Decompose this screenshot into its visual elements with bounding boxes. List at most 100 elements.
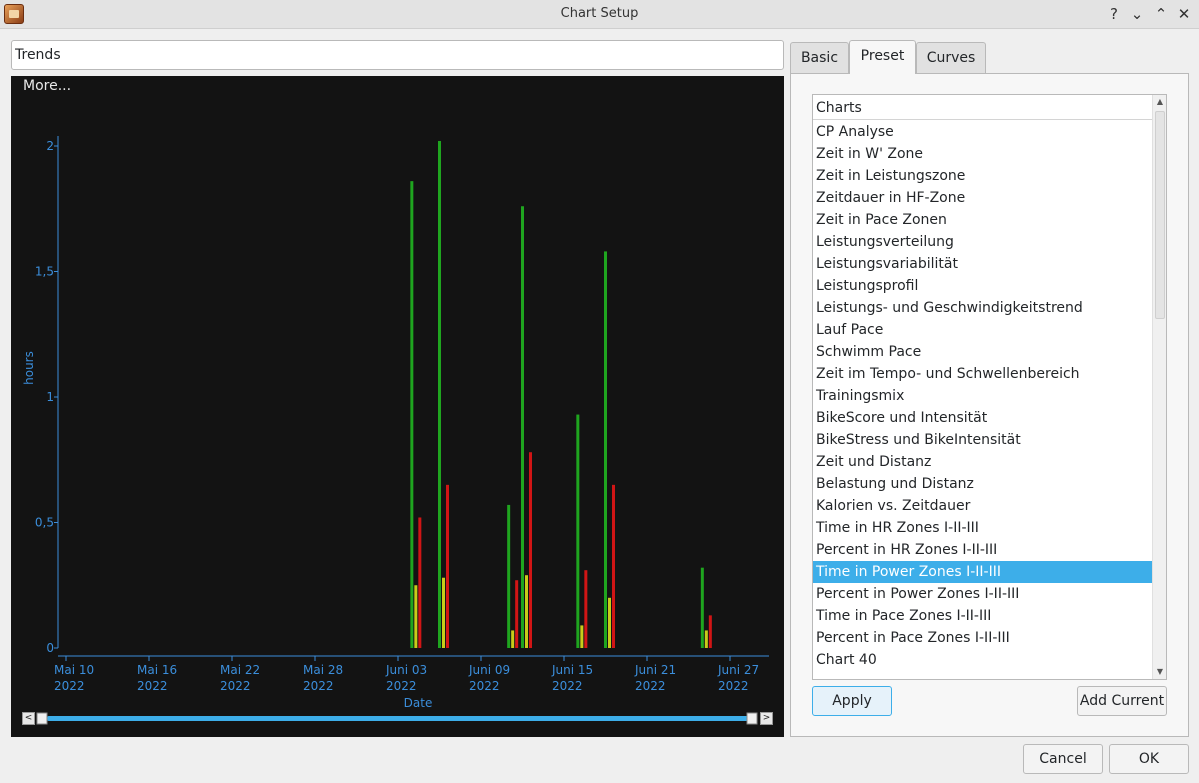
minimize-icon[interactable]: ⌄ (1130, 5, 1144, 23)
chart-bar (410, 181, 414, 648)
list-item[interactable]: Trainingsmix (816, 388, 905, 404)
chart-bar (576, 414, 580, 648)
scroll-thumb[interactable] (1155, 111, 1165, 319)
more-link[interactable]: More... (23, 78, 72, 94)
y-tick-label: 0 (46, 641, 54, 655)
chart-bar (700, 567, 704, 648)
apply-button[interactable]: Apply (812, 686, 892, 716)
chart-bar (704, 630, 708, 648)
list-item[interactable]: Percent in Power Zones I-II-III (816, 586, 1020, 602)
chart-bar (446, 484, 449, 648)
list-item[interactable]: Leistungsverteilung (816, 234, 954, 250)
list-item[interactable]: Zeitdauer in HF-Zone (816, 190, 966, 206)
chart-name-input[interactable] (11, 40, 784, 70)
chart-bar (438, 140, 441, 648)
chart-bar (529, 452, 532, 648)
charts-list-scrollbar[interactable]: ▲ ▼ (1152, 95, 1166, 679)
list-item[interactable]: BikeStress und BikeIntensität (816, 432, 1021, 448)
title-bar: Chart Setup ? ⌄ ⌃ ✕ (0, 0, 1199, 29)
list-item[interactable]: Time in Pace Zones I-II-III (816, 608, 992, 624)
list-item[interactable]: Zeit in Leistungszone (816, 168, 966, 184)
charts-list-header: Charts (813, 95, 1153, 120)
tab-basic[interactable]: Basic (790, 42, 849, 73)
chart-bar (580, 625, 584, 648)
list-item[interactable]: Belastung und Distanz (816, 476, 974, 492)
chart-bar (418, 517, 422, 648)
window-title: Chart Setup (560, 6, 639, 21)
charts-list[interactable]: Charts CP Analyse Zeit in W' Zone Zeit in … (812, 94, 1167, 680)
list-item[interactable]: Schwimm Pace (816, 344, 922, 360)
ok-button[interactable]: OK (1109, 744, 1189, 774)
chart-bar (604, 251, 607, 649)
x-tick-label: Mai 16 (137, 663, 177, 677)
x-tick-label: Juni 03 (385, 663, 427, 677)
add-current-button[interactable]: Add Current (1077, 686, 1167, 716)
list-item[interactable]: Time in HR Zones I-II-III (816, 520, 979, 536)
list-item[interactable]: Percent in Pace Zones I-II-III (816, 630, 1010, 646)
y-tick-label: 1 (46, 390, 54, 404)
x-axis-label: Date (404, 696, 433, 710)
list-item[interactable]: Zeit im Tempo- und Schwellenbereich (816, 366, 1080, 382)
chart-bar (442, 577, 445, 648)
list-item[interactable]: Percent in HR Zones I-II-III (816, 542, 998, 558)
chart-bar (708, 615, 712, 648)
chart-bar (608, 597, 611, 648)
chart-bar (507, 504, 511, 648)
maximize-icon[interactable]: ⌃ (1154, 5, 1168, 23)
x-tick-label: 2022 (718, 679, 749, 693)
x-tick-label: Juni 21 (634, 663, 676, 677)
x-tick-label: 2022 (54, 679, 85, 693)
list-item[interactable]: CP Analyse (816, 124, 894, 140)
charts-list-items: CP Analyse Zeit in W' Zone Zeit in Leistun… (813, 121, 1153, 671)
chart-bar (612, 484, 615, 648)
list-item[interactable]: Kalorien vs. Zeitdauer (816, 498, 971, 514)
timeline-left-button[interactable]: < (22, 712, 35, 725)
x-tick-label: Mai 22 (220, 663, 260, 677)
list-item[interactable]: Zeit in W' Zone (816, 146, 924, 162)
x-tick-label: 2022 (303, 679, 334, 693)
list-item[interactable]: Zeit in Pace Zonen (816, 212, 947, 228)
chart-bar (511, 630, 515, 648)
list-item[interactable]: Chart 40 (816, 652, 877, 668)
list-item[interactable]: Zeit und Distanz (816, 454, 932, 470)
list-item[interactable]: Time in Power Zones I-II-III (813, 561, 1153, 583)
list-item[interactable]: Lauf Pace (816, 322, 884, 338)
x-tick-label: Juni 27 (717, 663, 759, 677)
y-tick-label: 2 (46, 139, 54, 153)
list-item[interactable]: Leistungsvariabilität (816, 256, 958, 272)
timeline-handle-left (36, 712, 48, 725)
close-icon[interactable]: ✕ (1177, 5, 1191, 23)
x-tick-label: 2022 (635, 679, 666, 693)
x-tick-label: 2022 (137, 679, 168, 693)
x-tick-label: 2022 (220, 679, 251, 693)
scroll-up-icon[interactable]: ▲ (1156, 97, 1164, 106)
chart-preview: 0 0,5 1 1,5 2 hours Mai 10 2022 Mai 16 2022 Mai 22… (11, 76, 784, 737)
x-tick-label: Juni 15 (551, 663, 593, 677)
y-tick-label: 1,5 (35, 265, 54, 279)
x-tick-label: 2022 (469, 679, 500, 693)
y-tick-label: 0,5 (35, 516, 54, 530)
chart-bar (525, 575, 528, 648)
x-tick-label: Mai 28 (303, 663, 343, 677)
y-axis-label: hours (22, 351, 36, 385)
help-icon[interactable]: ? (1110, 5, 1118, 23)
x-tick-label: 2022 (386, 679, 417, 693)
chart-bar (414, 585, 418, 648)
cancel-button[interactable]: Cancel (1023, 744, 1103, 774)
x-tick-label: 2022 (552, 679, 583, 693)
timeline-right-button[interactable]: > (760, 712, 773, 725)
x-tick-label: Mai 10 (54, 663, 94, 677)
x-tick-label: Juni 09 (468, 663, 510, 677)
timeline-handle-right (746, 712, 758, 725)
tab-curves[interactable]: Curves (916, 42, 986, 73)
scroll-down-icon[interactable]: ▼ (1156, 667, 1164, 676)
list-item[interactable]: Leistungs- und Geschwindigkeitstrend (816, 300, 1083, 316)
chart-bar (515, 580, 519, 648)
chart-bar (521, 206, 524, 649)
tab-preset[interactable]: Preset (849, 40, 916, 74)
app-icon (4, 4, 24, 24)
chart-bar (584, 570, 588, 648)
timeline-track (47, 716, 753, 721)
list-item[interactable]: BikeScore und Intensität (816, 410, 988, 426)
list-item[interactable]: Leistungsprofil (816, 278, 919, 294)
